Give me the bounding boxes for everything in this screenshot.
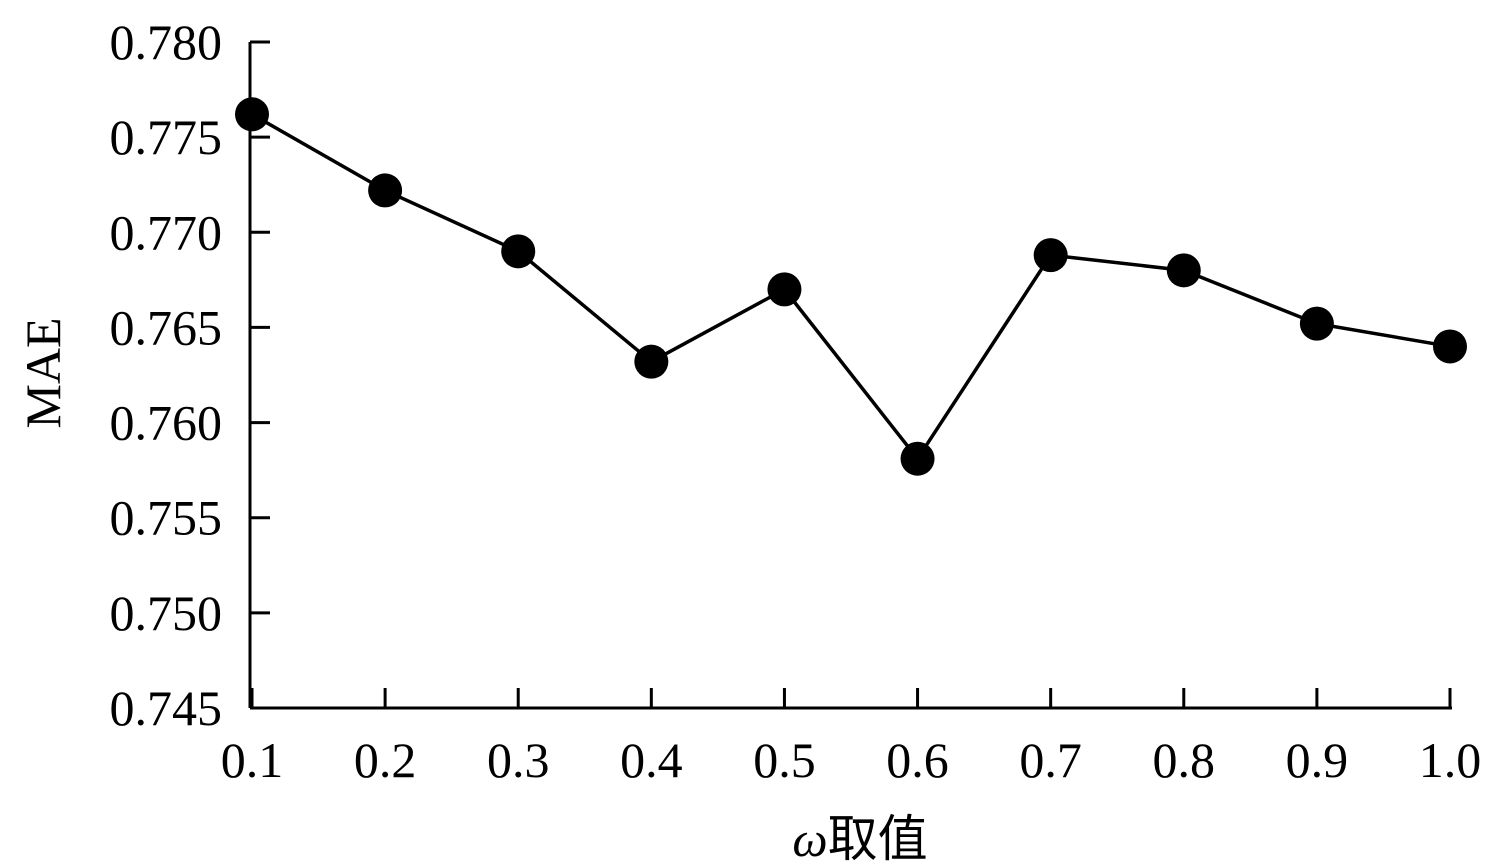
y-tick-label: 0.750 — [110, 585, 223, 641]
data-point — [368, 173, 403, 208]
data-point — [1433, 329, 1467, 364]
data-point — [634, 344, 669, 379]
data-point — [235, 97, 269, 132]
y-ticks: 0.745 0.750 0.755 0.760 0.765 0.770 0.775 0.780 — [110, 14, 270, 736]
x-tick-label: 0.7 — [1019, 732, 1082, 788]
series-group — [235, 97, 1467, 476]
x-axis-title-text: 取值 — [828, 810, 928, 867]
x-tick-label: 1.0 — [1419, 732, 1482, 788]
data-point — [900, 441, 935, 476]
data-point — [1299, 306, 1334, 341]
y-tick-label: 0.770 — [110, 204, 223, 260]
series-line — [251, 112, 1451, 461]
data-point — [501, 234, 536, 269]
x-tick-label: 0.8 — [1153, 732, 1216, 788]
x-tick-label: 0.3 — [487, 732, 550, 788]
y-tick-label: 0.775 — [110, 109, 223, 165]
y-tick-label: 0.745 — [110, 680, 223, 736]
y-tick-label: 0.765 — [110, 299, 223, 355]
data-point — [1033, 238, 1068, 273]
x-tick-label: 0.5 — [753, 732, 816, 788]
x-tick-label: 0.9 — [1286, 732, 1349, 788]
x-tick-label: 0.6 — [886, 732, 949, 788]
x-tick-label: 0.1 — [221, 732, 284, 788]
y-tick-label: 0.755 — [110, 490, 223, 546]
y-tick-label: 0.760 — [110, 395, 223, 451]
y-axis: 0.745 0.750 0.755 0.760 0.765 0.770 0.775 0.780 — [110, 14, 270, 736]
y-axis-title: MAE — [15, 317, 71, 428]
x-tick-label: 0.2 — [354, 732, 417, 788]
omega-symbol: ω — [792, 811, 827, 867]
x-tick-label: 0.4 — [620, 732, 683, 788]
data-point — [1166, 253, 1201, 288]
data-point — [767, 272, 802, 307]
x-ticks: 0.1 0.2 0.3 0.4 0.5 0.6 0.7 0.8 0.9 1.0 — [221, 688, 1482, 788]
x-axis: 0.1 0.2 0.3 0.4 0.5 0.6 0.7 0.8 0.9 1.0 — [221, 688, 1482, 788]
y-tick-label: 0.780 — [110, 14, 223, 70]
x-axis-title: ω取值 — [792, 810, 927, 867]
